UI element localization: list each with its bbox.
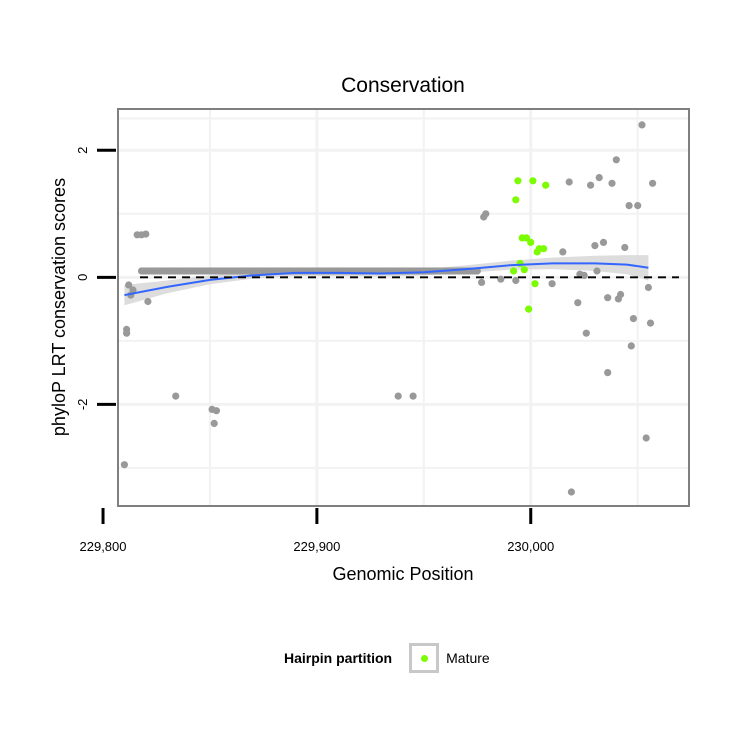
data-point-other [608, 179, 616, 187]
data-point-other [580, 271, 588, 279]
smooth-trend-line [124, 262, 649, 297]
data-point-other [120, 461, 128, 469]
data-point-other [599, 238, 608, 246]
data-point-other [144, 297, 152, 306]
data-point-other [497, 275, 505, 283]
data-point-other [638, 121, 646, 129]
data-point-other [642, 434, 650, 442]
data-point-other [591, 242, 599, 250]
y-axis-label: phyloP LRT conservation scores [49, 178, 69, 436]
data-point-other [593, 267, 601, 275]
data-point-other [482, 210, 490, 218]
data-point-other [548, 280, 556, 288]
panel-background [118, 109, 689, 506]
data-point-other [627, 342, 635, 350]
y-tick-label: 0 [75, 274, 90, 281]
data-point-other [612, 156, 620, 164]
data-point-mature [529, 177, 537, 185]
legend-dot-icon [421, 655, 429, 662]
data-point-other [604, 369, 612, 377]
chart-marks [120, 121, 679, 496]
data-point-mature [527, 238, 535, 246]
data-point-other [582, 329, 590, 337]
x-tick-label: 230,000 [507, 539, 554, 554]
data-point-other [409, 392, 417, 400]
data-point-other [125, 281, 133, 289]
data-point-other [210, 419, 218, 427]
data-point-other [559, 248, 567, 256]
data-point-other [625, 202, 633, 210]
data-point-other [644, 283, 653, 292]
plot-panel [118, 109, 689, 506]
data-point-mature [520, 266, 528, 274]
data-point-other [212, 407, 220, 415]
data-point-other [129, 286, 137, 294]
data-point-mature [522, 234, 531, 242]
data-point-mature [512, 196, 520, 204]
smooth-confidence-band [124, 255, 649, 306]
data-point-other [634, 202, 642, 210]
chart-title: Conservation [341, 74, 465, 97]
panel-border [117, 108, 690, 507]
x-tick-label: 229,900 [293, 539, 340, 554]
data-point-mature [540, 245, 548, 253]
data-point-other [567, 488, 576, 496]
data-point-mature [542, 181, 550, 189]
data-point-other [614, 295, 623, 303]
legend-key-mature [409, 643, 440, 673]
chart-axes: 2 0 -2 229,800 229,900 230,000 [75, 108, 690, 554]
y-tick-label: -2 [75, 399, 90, 411]
x-tick-label: 229,800 [80, 539, 127, 554]
data-point-other [604, 294, 612, 302]
data-point-mature [509, 267, 518, 275]
data-point-other [621, 243, 629, 252]
y-tick-label: 2 [75, 147, 90, 154]
data-point-other [565, 178, 573, 186]
x-axis-label: Genomic Position [332, 564, 473, 584]
data-point-other [574, 299, 582, 307]
data-point-other [172, 392, 180, 400]
data-point-other [629, 315, 638, 323]
data-point-mature [514, 177, 522, 185]
data-point-other [394, 392, 402, 400]
data-point-other [587, 181, 595, 189]
data-point-other [646, 319, 655, 327]
data-point-other [512, 276, 520, 285]
legend: Hairpin partition Mature [284, 642, 490, 674]
data-point-other [478, 278, 486, 286]
data-point-other [142, 230, 150, 238]
data-point-mature [531, 280, 539, 288]
legend-label-mature: Mature [446, 650, 490, 666]
data-point-other [649, 179, 657, 187]
data-point-other [595, 174, 603, 182]
data-point-other [123, 325, 131, 333]
data-point-mature [525, 305, 533, 313]
legend-title: Hairpin partition [284, 650, 393, 666]
